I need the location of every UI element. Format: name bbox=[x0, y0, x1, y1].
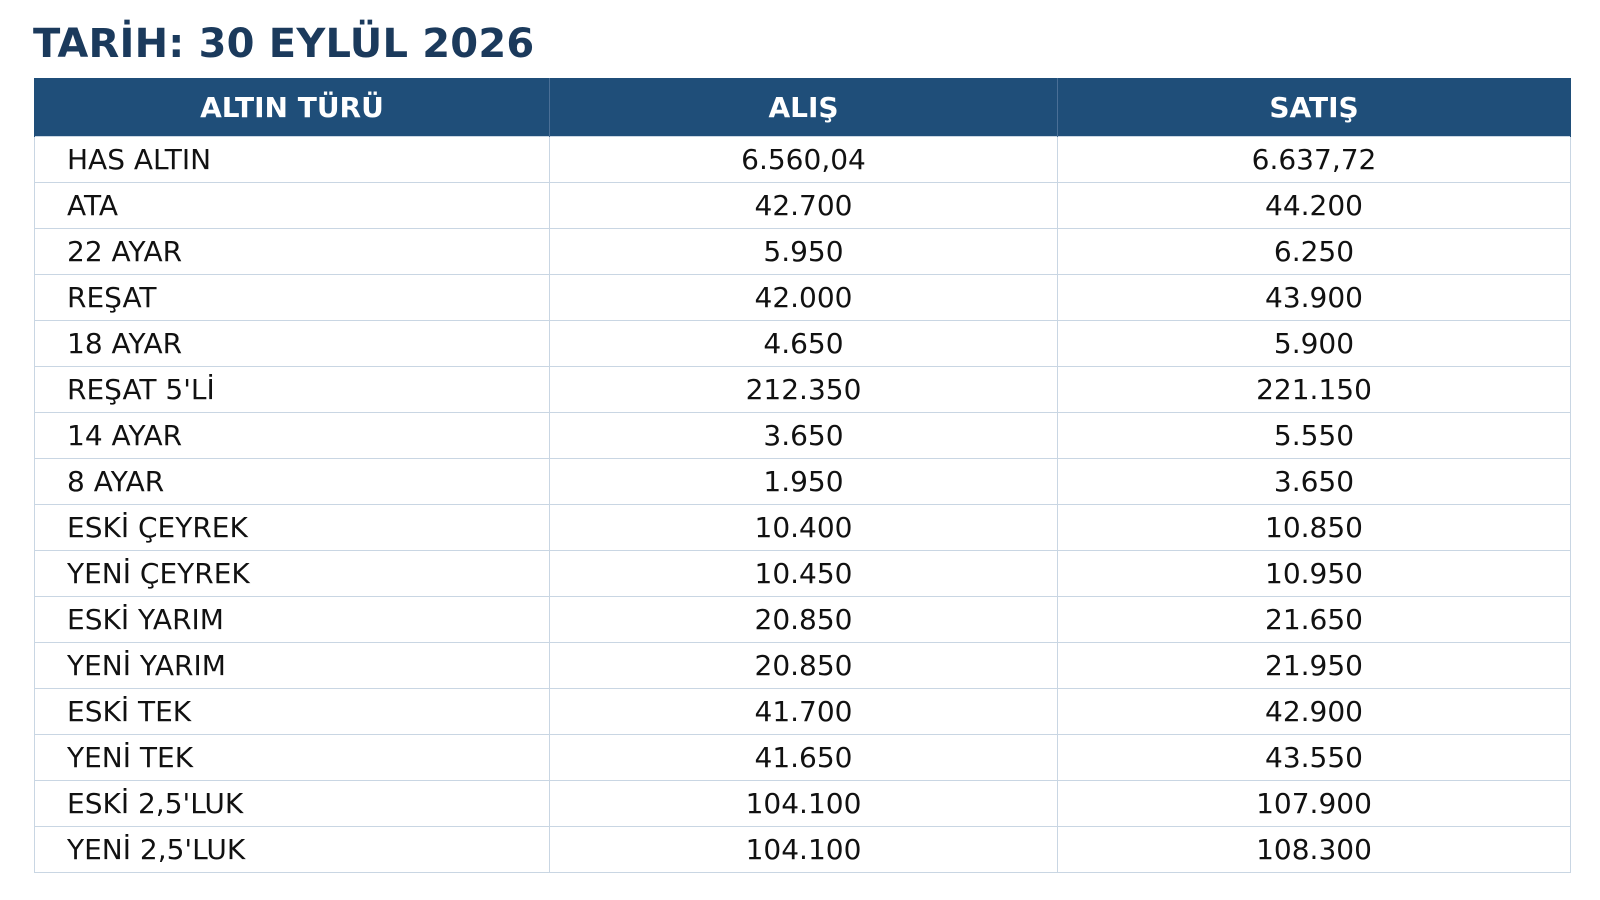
sell-price-cell: 44.200 bbox=[1057, 182, 1571, 229]
buy-price-cell: 104.100 bbox=[549, 780, 1058, 827]
gold-price-table: ALTIN TÜRÜ ALIŞ SATIŞ HAS ALTIN 6.560,04 6… bbox=[34, 78, 1571, 873]
header-buy: ALIŞ bbox=[549, 78, 1058, 137]
table-row: 18 AYAR 4.650 5.900 bbox=[34, 320, 1571, 367]
table-row: 22 AYAR 5.950 6.250 bbox=[34, 228, 1571, 275]
sell-price-cell: 43.900 bbox=[1057, 274, 1571, 321]
sell-price-cell: 108.300 bbox=[1057, 826, 1571, 873]
sell-price-cell: 6.637,72 bbox=[1057, 136, 1571, 183]
sell-price-cell: 43.550 bbox=[1057, 734, 1571, 781]
sell-price-cell: 107.900 bbox=[1057, 780, 1571, 827]
table-row: ESKİ TEK 41.700 42.900 bbox=[34, 688, 1571, 735]
buy-price-cell: 42.000 bbox=[549, 274, 1058, 321]
table-row: REŞAT 5'Lİ 212.350 221.150 bbox=[34, 366, 1571, 413]
table-row: 8 AYAR 1.950 3.650 bbox=[34, 458, 1571, 505]
table-row: YENİ 2,5'LUK 104.100 108.300 bbox=[34, 826, 1571, 873]
sell-price-cell: 10.850 bbox=[1057, 504, 1571, 551]
table-row: REŞAT 42.000 43.900 bbox=[34, 274, 1571, 321]
table-row: ESKİ 2,5'LUK 104.100 107.900 bbox=[34, 780, 1571, 827]
buy-price-cell: 41.650 bbox=[549, 734, 1058, 781]
sell-price-cell: 10.950 bbox=[1057, 550, 1571, 597]
buy-price-cell: 41.700 bbox=[549, 688, 1058, 735]
table-body: HAS ALTIN 6.560,04 6.637,72 ATA 42.700 44.200… bbox=[34, 136, 1571, 873]
gold-type-cell: ESKİ 2,5'LUK bbox=[34, 780, 550, 827]
buy-price-cell: 212.350 bbox=[549, 366, 1058, 413]
gold-type-cell: 18 AYAR bbox=[34, 320, 550, 367]
sell-price-cell: 5.900 bbox=[1057, 320, 1571, 367]
sell-price-cell: 221.150 bbox=[1057, 366, 1571, 413]
gold-type-cell: ESKİ YARIM bbox=[34, 596, 550, 643]
table-row: YENİ ÇEYREK 10.450 10.950 bbox=[34, 550, 1571, 597]
sell-price-cell: 21.650 bbox=[1057, 596, 1571, 643]
table-row: HAS ALTIN 6.560,04 6.637,72 bbox=[34, 136, 1571, 183]
sell-price-cell: 5.550 bbox=[1057, 412, 1571, 459]
gold-type-cell: YENİ 2,5'LUK bbox=[34, 826, 550, 873]
sell-price-cell: 42.900 bbox=[1057, 688, 1571, 735]
gold-type-cell: ESKİ ÇEYREK bbox=[34, 504, 550, 551]
buy-price-cell: 10.400 bbox=[549, 504, 1058, 551]
gold-type-cell: 22 AYAR bbox=[34, 228, 550, 275]
gold-type-cell: ATA bbox=[34, 182, 550, 229]
header-gold-type: ALTIN TÜRÜ bbox=[34, 78, 550, 137]
gold-type-cell: REŞAT 5'Lİ bbox=[34, 366, 550, 413]
buy-price-cell: 10.450 bbox=[549, 550, 1058, 597]
gold-type-cell: HAS ALTIN bbox=[34, 136, 550, 183]
table-row: YENİ TEK 41.650 43.550 bbox=[34, 734, 1571, 781]
gold-type-cell: REŞAT bbox=[34, 274, 550, 321]
gold-type-cell: 8 AYAR bbox=[34, 458, 550, 505]
table-row: 14 AYAR 3.650 5.550 bbox=[34, 412, 1571, 459]
header-sell: SATIŞ bbox=[1057, 78, 1571, 137]
buy-price-cell: 4.650 bbox=[549, 320, 1058, 367]
gold-type-cell: ESKİ TEK bbox=[34, 688, 550, 735]
buy-price-cell: 3.650 bbox=[549, 412, 1058, 459]
buy-price-cell: 20.850 bbox=[549, 642, 1058, 689]
buy-price-cell: 20.850 bbox=[549, 596, 1058, 643]
gold-type-cell: YENİ ÇEYREK bbox=[34, 550, 550, 597]
sell-price-cell: 6.250 bbox=[1057, 228, 1571, 275]
gold-type-cell: YENİ YARIM bbox=[34, 642, 550, 689]
buy-price-cell: 6.560,04 bbox=[549, 136, 1058, 183]
table-row: ATA 42.700 44.200 bbox=[34, 182, 1571, 229]
buy-price-cell: 42.700 bbox=[549, 182, 1058, 229]
buy-price-cell: 5.950 bbox=[549, 228, 1058, 275]
gold-type-cell: 14 AYAR bbox=[34, 412, 550, 459]
gold-type-cell: YENİ TEK bbox=[34, 734, 550, 781]
table-row: ESKİ YARIM 20.850 21.650 bbox=[34, 596, 1571, 643]
sell-price-cell: 21.950 bbox=[1057, 642, 1571, 689]
table-row: YENİ YARIM 20.850 21.950 bbox=[34, 642, 1571, 689]
sell-price-cell: 3.650 bbox=[1057, 458, 1571, 505]
table-header-row: ALTIN TÜRÜ ALIŞ SATIŞ bbox=[34, 78, 1571, 137]
buy-price-cell: 104.100 bbox=[549, 826, 1058, 873]
page-title: TARİH: 30 EYLÜL 2026 bbox=[33, 21, 535, 67]
table-row: ESKİ ÇEYREK 10.400 10.850 bbox=[34, 504, 1571, 551]
buy-price-cell: 1.950 bbox=[549, 458, 1058, 505]
